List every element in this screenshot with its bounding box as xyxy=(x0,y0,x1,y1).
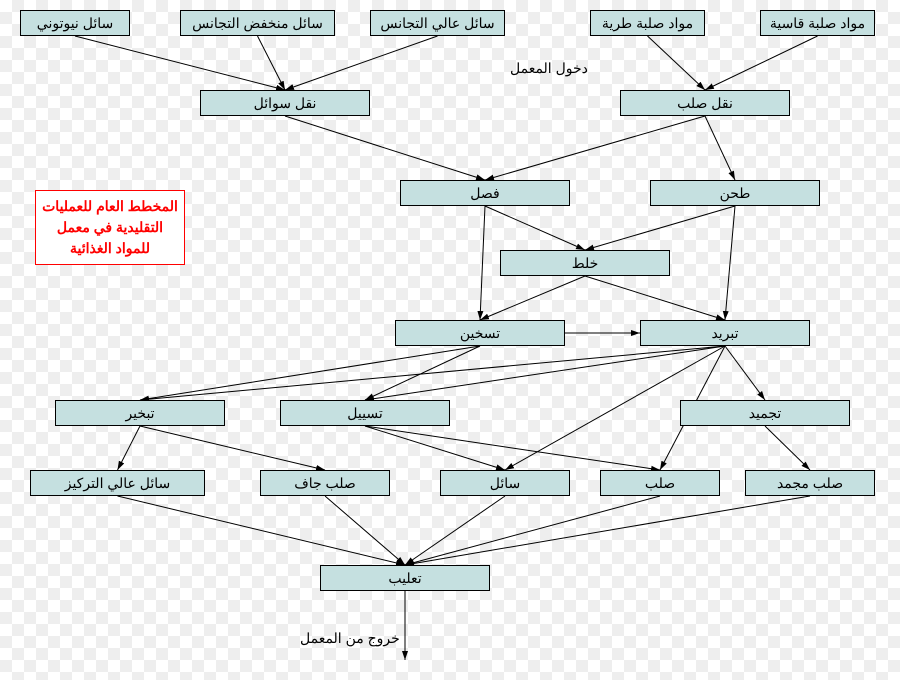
node-label: سائل نيوتوني xyxy=(37,15,113,32)
node-label: سائل منخفض التجانس xyxy=(192,15,323,32)
node-label: خلط xyxy=(572,255,599,272)
node-grind: طحن xyxy=(650,180,820,206)
edge xyxy=(648,36,706,90)
node-freeze: تجميد xyxy=(680,400,850,426)
edge xyxy=(705,36,818,90)
node-label: سائل عالي التجانس xyxy=(380,15,494,32)
edge xyxy=(485,116,705,180)
edge xyxy=(140,346,480,400)
flowchart-canvas: مواد صلبة قاسية مواد صلبة طرية سائل عالي ا… xyxy=(0,0,900,680)
node-cool: تبريد xyxy=(640,320,810,346)
edge xyxy=(480,206,485,320)
edge xyxy=(285,116,485,180)
node-label: تعليب xyxy=(388,570,421,587)
node-label: صلب xyxy=(645,475,675,492)
node-label: صلب مجمد xyxy=(777,475,843,492)
node-evaporate: تبخير xyxy=(55,400,225,426)
node-label: تجميد xyxy=(749,405,782,422)
exit-label: خروج من المعمل xyxy=(300,630,400,647)
node-label: تبريد xyxy=(711,325,738,342)
edge xyxy=(765,426,810,470)
edge xyxy=(585,276,725,320)
node-conc-liquid: سائل عالي التركيز xyxy=(30,470,205,496)
node-high-liquid: سائل عالي التجانس xyxy=(370,10,505,36)
node-label: فصل xyxy=(470,185,499,202)
edge xyxy=(405,496,505,565)
edge xyxy=(585,206,735,250)
node-separate: فصل xyxy=(400,180,570,206)
edge xyxy=(325,496,405,565)
edge xyxy=(118,496,406,565)
edge xyxy=(705,116,735,180)
node-label: مواد صلبة طرية xyxy=(602,15,693,32)
edge xyxy=(725,346,765,400)
node-soft-solid: مواد صلبة طرية xyxy=(590,10,705,36)
node-label: سائل xyxy=(490,475,521,492)
node-liquid-trans: نقل سوائل xyxy=(200,90,370,116)
node-liquid-out: سائل xyxy=(440,470,570,496)
node-solid-out: صلب xyxy=(600,470,720,496)
edge xyxy=(365,426,660,470)
node-newtonian: سائل نيوتوني xyxy=(20,10,130,36)
node-packaging: تعليب xyxy=(320,565,490,591)
node-label: طحن xyxy=(720,185,751,202)
diagram-title: المخطط العام للعمليات التقليدية في معمل … xyxy=(35,190,185,265)
node-heat: تسخين xyxy=(395,320,565,346)
edge xyxy=(405,496,660,565)
node-label: مواد صلبة قاسية xyxy=(770,15,865,32)
node-liquidize: تسييل xyxy=(280,400,450,426)
node-dry-solid: صلب جاف xyxy=(260,470,390,496)
edge xyxy=(405,496,810,565)
edge xyxy=(75,36,285,90)
node-label: نقل سوائل xyxy=(254,95,317,112)
entry-label: دخول المعمل xyxy=(510,60,588,77)
edge xyxy=(485,206,585,250)
edge xyxy=(118,426,141,470)
node-hard-solid: مواد صلبة قاسية xyxy=(760,10,875,36)
node-label: نقل صلب xyxy=(677,95,733,112)
edge xyxy=(140,426,325,470)
node-label: تسييل xyxy=(347,405,382,422)
edge xyxy=(365,346,725,400)
edge xyxy=(285,36,438,90)
edge xyxy=(480,276,585,320)
edge xyxy=(725,206,735,320)
edge xyxy=(258,36,286,90)
node-label: سائل عالي التركيز xyxy=(65,475,171,492)
node-label: صلب جاف xyxy=(294,475,356,492)
node-label: تبخير xyxy=(125,405,154,422)
edge xyxy=(365,426,505,470)
edge xyxy=(365,346,480,400)
node-label: تسخين xyxy=(460,325,500,342)
edge xyxy=(140,346,725,400)
node-frozen-solid: صلب مجمد xyxy=(745,470,875,496)
node-solid-trans: نقل صلب xyxy=(620,90,790,116)
node-mix: خلط xyxy=(500,250,670,276)
node-low-liquid: سائل منخفض التجانس xyxy=(180,10,335,36)
